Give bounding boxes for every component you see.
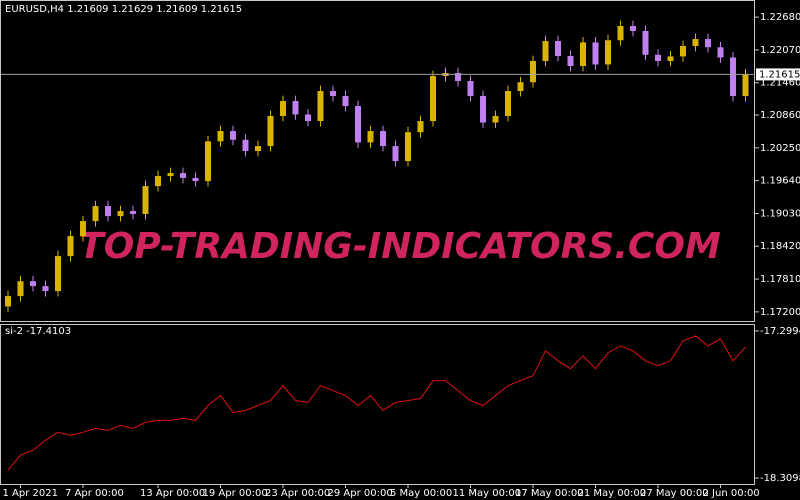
candle-body bbox=[667, 56, 674, 62]
indicator-line bbox=[7, 335, 746, 471]
candle-body bbox=[705, 39, 711, 48]
x-tick-label: 19 Apr 00:00 bbox=[203, 488, 268, 499]
y-tick-label: 1.20250 bbox=[760, 143, 800, 154]
candle-body bbox=[355, 106, 361, 143]
candle-body bbox=[730, 57, 736, 97]
candle-body bbox=[217, 131, 224, 142]
candle-body bbox=[642, 31, 649, 55]
y-tick-label: 1.17200 bbox=[760, 307, 800, 318]
y-tick-label: -17.2994 bbox=[760, 326, 800, 337]
candle-body bbox=[380, 131, 386, 147]
x-tick-label: 1 Apr 2021 bbox=[3, 488, 58, 499]
candle-body bbox=[80, 221, 86, 237]
y-tick-label: 1.19030 bbox=[760, 208, 800, 219]
candle-body bbox=[567, 56, 574, 67]
y-tick-label: 1.19640 bbox=[760, 176, 800, 187]
x-tick-label: 29 Apr 00:00 bbox=[328, 488, 393, 499]
candle-body bbox=[180, 173, 186, 178]
candle-body bbox=[117, 211, 124, 217]
x-tick-label: 17 May 00:00 bbox=[515, 488, 584, 499]
candle-body bbox=[505, 91, 511, 117]
candle-body bbox=[530, 61, 536, 83]
candle-body bbox=[192, 177, 199, 182]
candle-body bbox=[455, 73, 461, 82]
candle-body bbox=[42, 286, 49, 292]
y-tick-label: 1.22070 bbox=[760, 45, 800, 56]
chart-title: EURUSD,H4 1.21609 1.21629 1.21609 1.2161… bbox=[5, 4, 242, 15]
candle-body bbox=[255, 146, 261, 152]
y-tick-label: -18.3098 bbox=[760, 473, 800, 484]
price-panel-frame bbox=[0, 0, 755, 322]
x-tick-label: 7 Apr 00:00 bbox=[65, 488, 124, 499]
candle-body bbox=[130, 211, 136, 214]
candle-body bbox=[605, 40, 611, 65]
candle-body bbox=[617, 26, 624, 41]
candle-body bbox=[292, 101, 299, 115]
candle-body bbox=[242, 139, 249, 152]
candle-body bbox=[430, 76, 436, 122]
y-tick-label: 1.22680 bbox=[760, 12, 800, 23]
candle-body bbox=[417, 121, 424, 133]
candle-body bbox=[230, 131, 236, 140]
candle-body bbox=[205, 141, 211, 182]
x-tick-label: 11 May 00:00 bbox=[453, 488, 522, 499]
candle-body bbox=[167, 173, 174, 177]
candle-body bbox=[30, 281, 36, 287]
current-price-box bbox=[756, 68, 800, 81]
indicator-panel-frame bbox=[0, 324, 755, 485]
candle-body bbox=[692, 39, 699, 47]
candle-body bbox=[155, 176, 161, 187]
candle-body bbox=[367, 131, 374, 143]
candle-body bbox=[280, 101, 286, 117]
candle-body bbox=[555, 41, 561, 57]
candle-body bbox=[480, 96, 486, 123]
x-tick-label: 13 Apr 00:00 bbox=[140, 488, 205, 499]
candle-body bbox=[5, 296, 11, 307]
candle-body bbox=[655, 54, 661, 62]
candle-body bbox=[55, 256, 61, 292]
candle-body bbox=[342, 96, 349, 107]
candle-body bbox=[267, 116, 274, 147]
candle-body bbox=[105, 206, 111, 217]
candle-body bbox=[717, 47, 724, 58]
candle-body bbox=[330, 91, 336, 97]
current-price-label: 1.21615 bbox=[759, 69, 800, 80]
x-tick-label: 2 Jun 00:00 bbox=[703, 488, 760, 499]
x-tick-label: 23 Apr 00:00 bbox=[265, 488, 330, 499]
candle-body bbox=[67, 236, 74, 257]
candle-body bbox=[405, 132, 411, 162]
candle-body bbox=[592, 42, 599, 65]
candle-body bbox=[305, 114, 311, 122]
candle-body bbox=[680, 46, 686, 57]
candle-body bbox=[630, 26, 636, 32]
candle-body bbox=[317, 91, 324, 122]
y-tick-label: 1.21460 bbox=[760, 78, 800, 89]
candle-body bbox=[392, 146, 399, 162]
candle-body bbox=[17, 281, 24, 297]
candle-body bbox=[92, 206, 99, 222]
indicator-title: si-2 -17.4103 bbox=[5, 326, 71, 337]
x-tick-label: 21 May 00:00 bbox=[578, 488, 647, 499]
watermark: TOP-TRADING-INDICATORS.COM bbox=[79, 226, 721, 267]
candle-body bbox=[142, 186, 149, 214]
candle-body bbox=[517, 82, 524, 92]
x-tick-label: 5 May 00:00 bbox=[390, 488, 452, 499]
candle-body bbox=[467, 81, 474, 97]
x-tick-label: 27 May 00:00 bbox=[640, 488, 709, 499]
y-tick-label: 1.17810 bbox=[760, 274, 800, 285]
candle-body bbox=[542, 41, 549, 62]
y-tick-label: 1.20860 bbox=[760, 110, 800, 121]
candle-body bbox=[580, 42, 586, 67]
y-tick-label: 1.18420 bbox=[760, 241, 800, 252]
candle-body bbox=[492, 116, 499, 123]
candle-body bbox=[742, 74, 749, 97]
